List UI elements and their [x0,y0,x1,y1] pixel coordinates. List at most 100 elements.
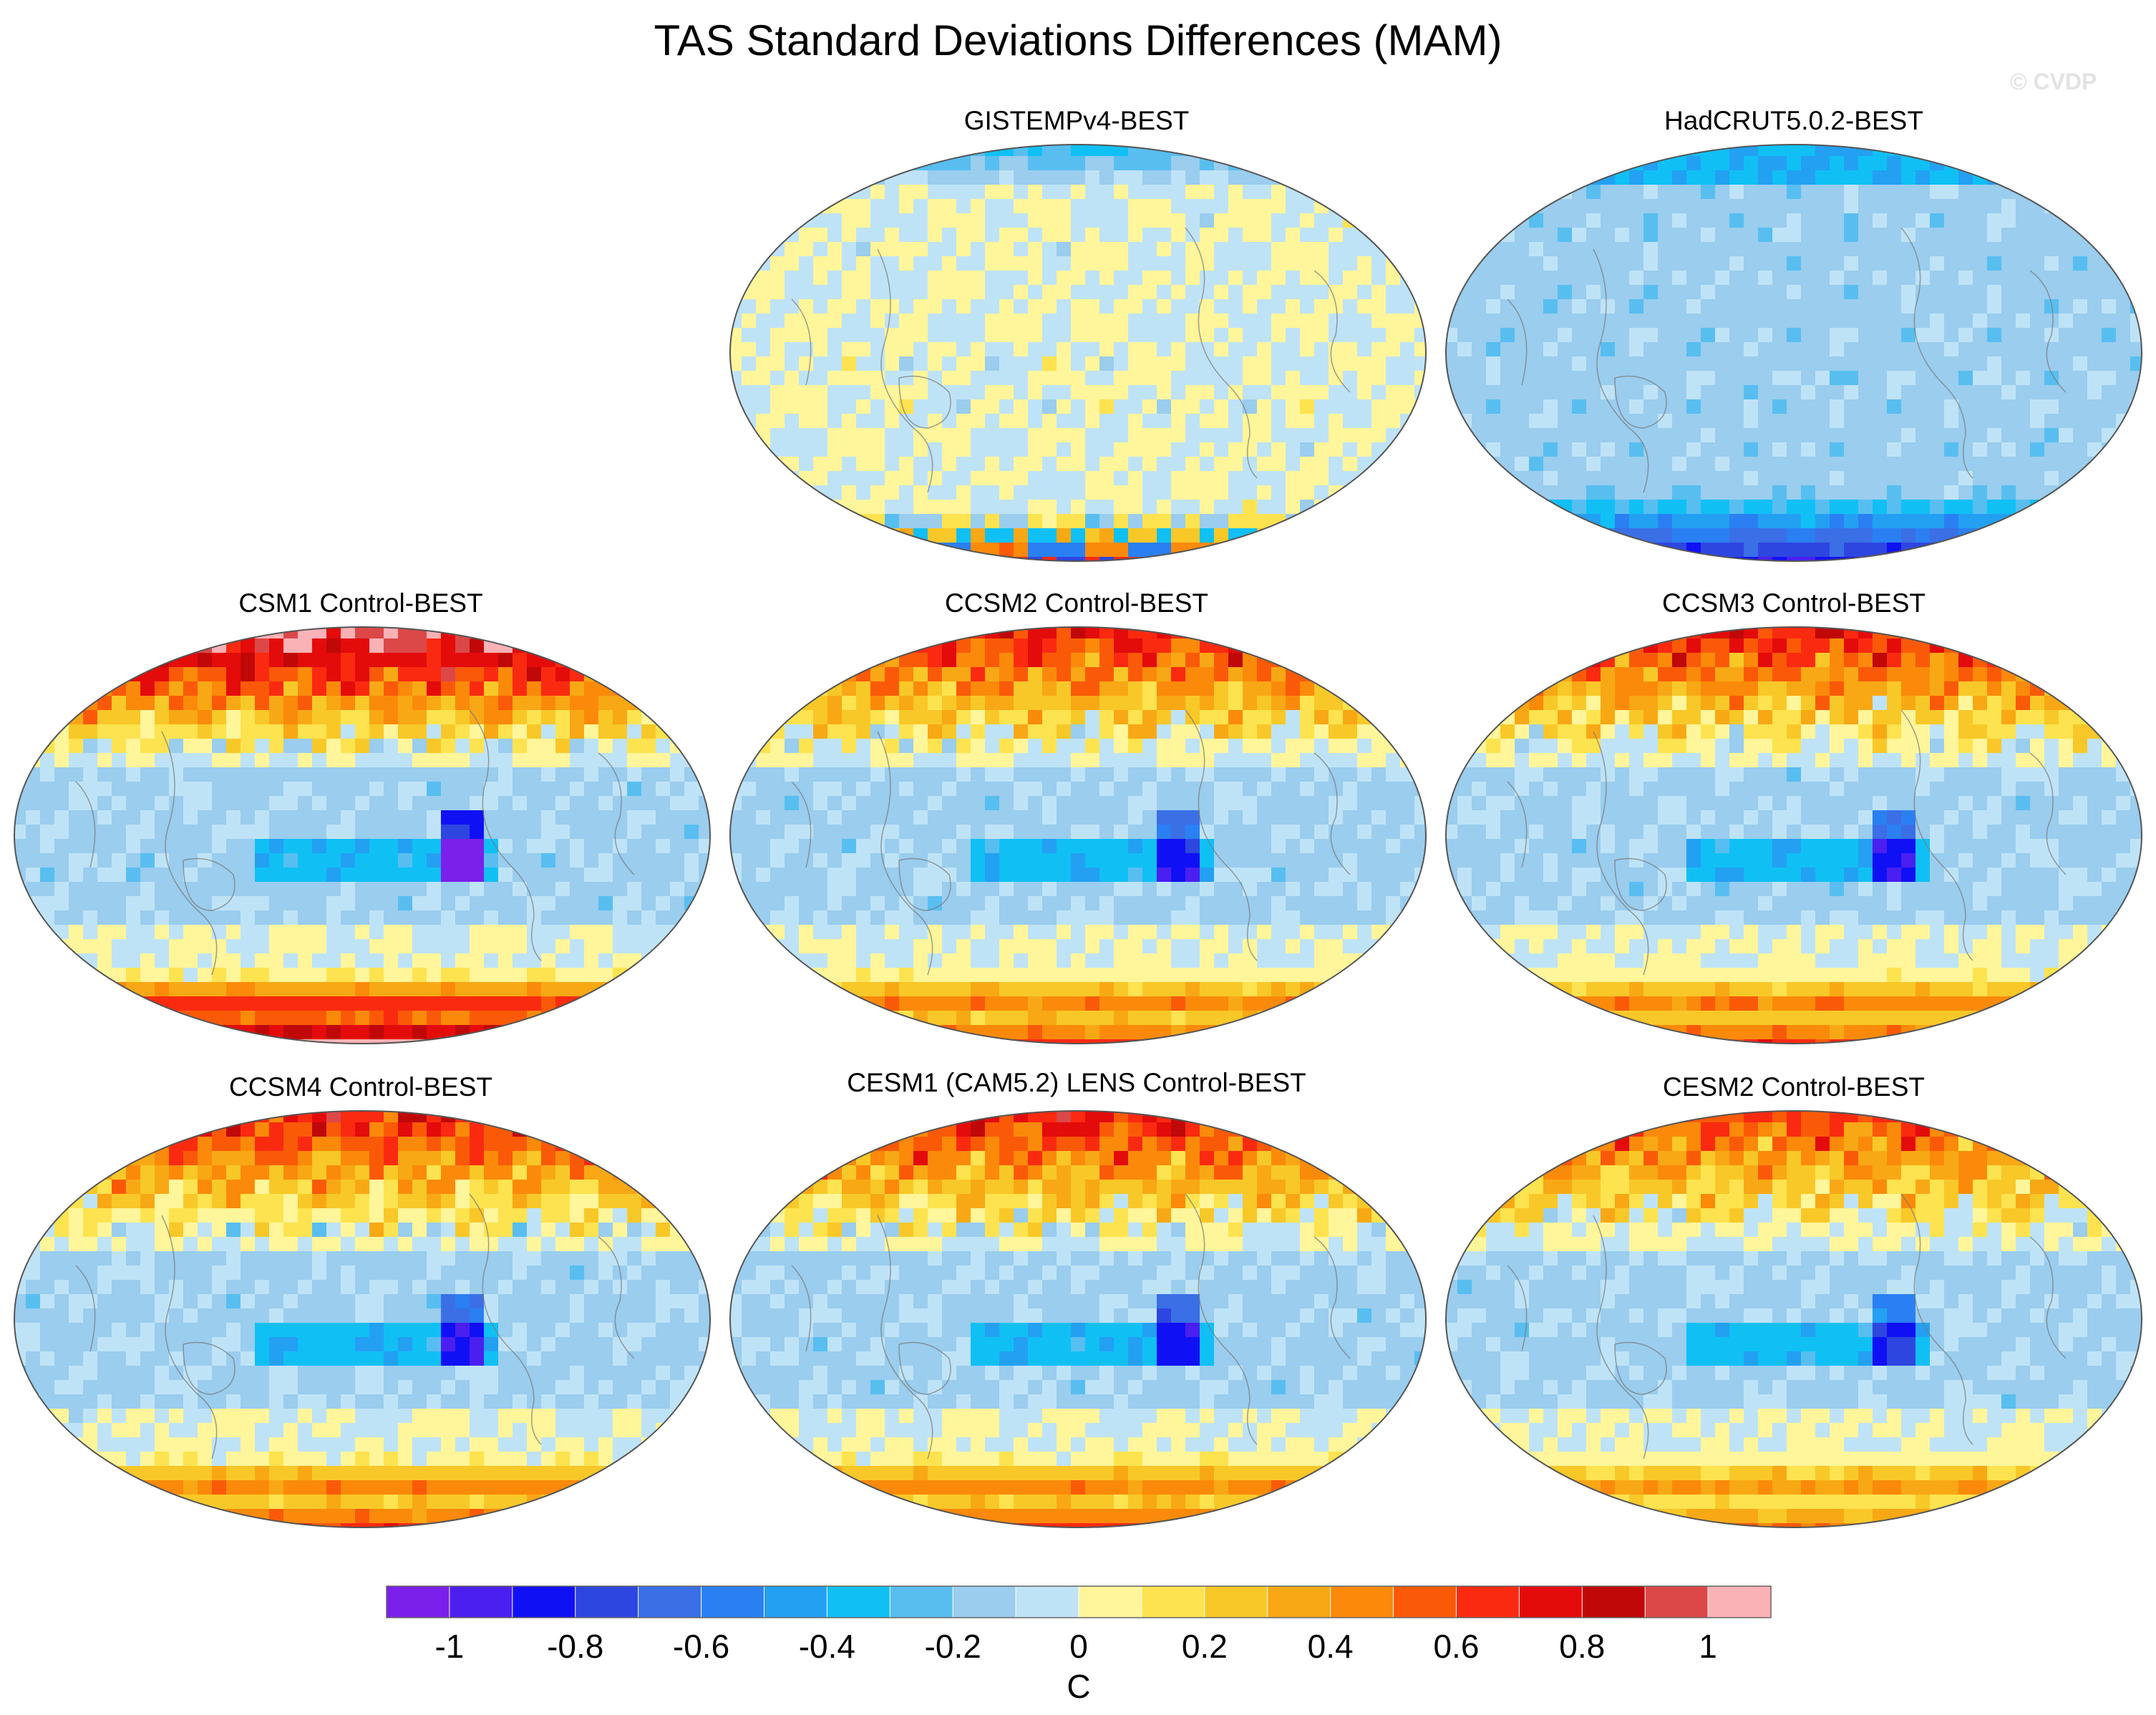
field-cell [1457,256,1472,271]
field-cell [1901,385,1916,400]
field-cell [1142,638,1157,654]
field-cell [1586,471,1601,486]
field-cell [541,667,556,682]
field-cell [1028,753,1043,768]
field-cell [942,514,957,529]
field-cell [1930,428,1945,443]
field-cell [1286,228,1301,243]
field-cell [283,953,298,968]
field-cell [1400,170,1415,185]
field-cell [813,145,828,157]
field-cell [69,925,84,940]
field-cell [1329,399,1344,414]
field-cell [1414,213,1426,228]
field-cell [1772,213,1787,228]
field-cell [1744,428,1759,443]
field-cell [1386,696,1401,711]
field-cell [513,939,528,954]
field-cell [956,356,971,371]
field-cell [455,939,470,954]
field-cell [1472,457,1487,472]
field-cell [1128,170,1143,185]
field-cell [785,514,800,529]
field-cell [1329,228,1344,243]
field-cell [40,939,55,954]
field-cell [83,939,98,954]
field-cell [670,710,685,725]
field-cell [1457,500,1472,515]
field-cell [1085,485,1100,500]
field-cell [198,896,213,911]
field-cell [1543,371,1558,386]
field-cell [283,982,298,997]
field-cell [1844,399,1859,414]
field-cell [985,371,1000,386]
field-cell [1500,145,1515,157]
field-cell [1329,543,1344,558]
field-cell [140,724,155,739]
field-cell [1987,414,2002,429]
field-cell [1772,514,1787,529]
field-cell [1271,414,1286,429]
field-cell [1042,653,1057,668]
field-cell [1157,170,1172,185]
field-cell [140,910,155,925]
field-cell [1214,356,1229,371]
field-cell [1243,753,1258,768]
field-cell [1701,328,1716,343]
field-cell [283,996,298,1011]
field-cell [1400,500,1415,515]
field-cell [269,1011,284,1026]
field-cell [1457,228,1472,243]
field-cell [756,442,771,457]
field-cell [1987,457,2002,472]
field-cell [1515,185,1530,200]
field-cell [1200,557,1215,561]
field-cell [1744,457,1759,472]
field-cell [598,925,613,940]
field-cell [1658,314,1673,329]
field-cell [412,910,427,925]
field-cell [1901,271,1916,286]
field-cell [1558,299,1573,314]
field-cell [212,939,227,954]
field-cell [1271,385,1286,400]
field-cell [1214,753,1229,768]
field-cell [827,170,843,185]
field-cell [1930,528,1945,543]
field-cell [1042,156,1057,171]
field-cell [312,839,327,854]
field-cell [1357,739,1372,754]
field-cell [1772,543,1787,558]
field-cell [1901,299,1916,314]
field-cell [455,724,470,739]
field-cell [1157,145,1172,157]
field-cell [1228,627,1243,639]
field-cell [656,982,671,997]
field-cell [1214,385,1229,400]
field-cell [1114,271,1129,286]
field-cell [1243,724,1258,739]
field-cell [255,982,270,997]
field-cell [1185,213,1200,228]
field-cell [985,342,1000,357]
field-cell [2044,543,2059,558]
field-cell [584,638,599,654]
field-cell [598,1011,613,1026]
field-cell [1128,753,1143,768]
field-cell [183,825,198,840]
field-cell [1744,500,1759,515]
field-cell [1944,185,1959,200]
field-cell [1171,457,1186,472]
field-cell [14,1011,26,1026]
field-cell [26,796,41,811]
field-cell [54,696,69,711]
field-cell [498,767,513,782]
field-cell [1171,557,1186,561]
field-cell [1414,767,1426,782]
field-cell [1214,471,1229,486]
field-cell [1185,156,1200,171]
panel-title-ccsm3: CCSM3 Control-BEST [1661,588,1926,618]
field-cell [2073,256,2088,271]
field-cell [341,724,356,739]
